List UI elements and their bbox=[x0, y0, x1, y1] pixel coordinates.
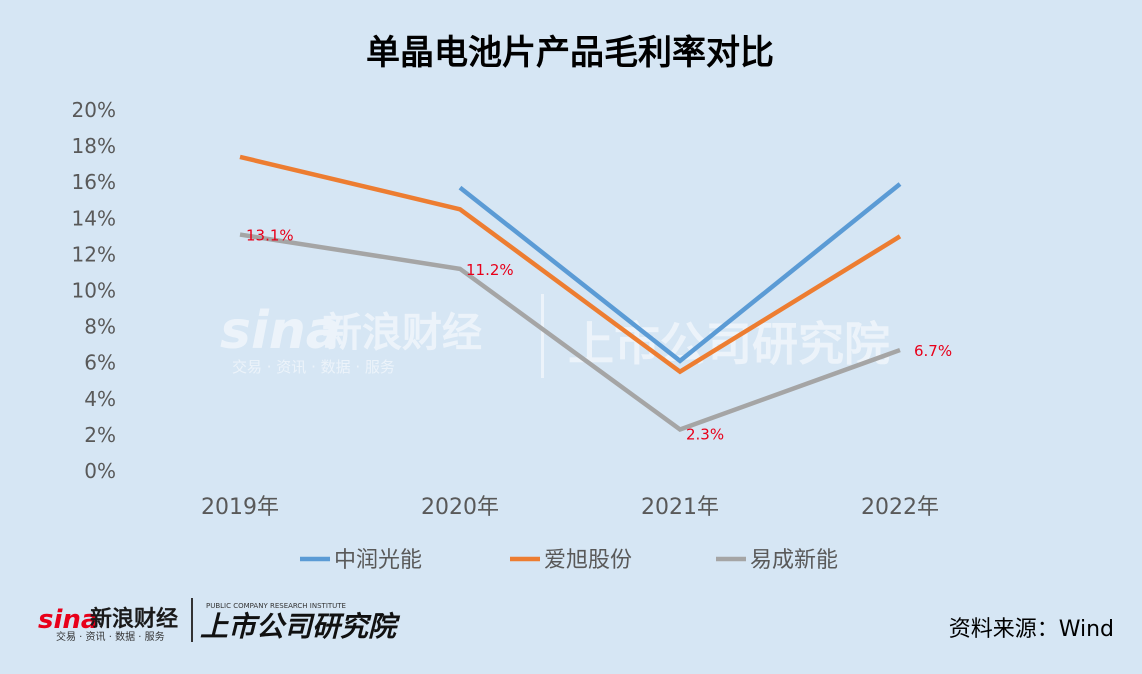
y-tick-label: 18% bbox=[72, 134, 116, 158]
y-tick-label: 10% bbox=[72, 279, 116, 303]
x-tick-label: 2020年 bbox=[421, 495, 499, 520]
footer-tagline: 交易 · 资讯 · 数据 · 服务 bbox=[56, 630, 165, 643]
series-line-2 bbox=[239, 154, 902, 375]
x-tick-label: 2021年 bbox=[641, 495, 719, 520]
y-tick-label: 8% bbox=[84, 315, 116, 339]
footer-institute: 上市公司研究院 bbox=[200, 610, 401, 643]
legend-label-3: 易成新能 bbox=[750, 548, 838, 573]
source-text: 资料来源：Wind bbox=[949, 617, 1114, 642]
data-label: 11.2% bbox=[466, 261, 514, 279]
series-lines bbox=[239, 154, 902, 433]
y-tick-label: 0% bbox=[84, 459, 116, 483]
watermark-center: sina 新浪财经 交易 · 资讯 · 数据 · 服务 上市公司研究院 bbox=[220, 294, 890, 378]
chart-title: 单晶电池片产品毛利率对比 bbox=[366, 33, 774, 73]
y-tick-label: 12% bbox=[72, 242, 116, 266]
watermark-tagline: 交易 · 资讯 · 数据 · 服务 bbox=[232, 358, 395, 376]
y-tick-label: 20% bbox=[72, 98, 116, 122]
watermark-divider bbox=[541, 294, 544, 378]
legend-label-1: 中润光能 bbox=[334, 548, 422, 573]
series-line-1 bbox=[458, 182, 902, 364]
watermark-brand: 新浪财经 bbox=[322, 310, 482, 356]
y-axis: 0% 2% 4% 6% 8% 10% 12% 14% 16% 18% 20% bbox=[72, 98, 116, 483]
y-tick-label: 6% bbox=[84, 351, 116, 375]
series-line-3 bbox=[239, 232, 901, 433]
footer-institute-en: PUBLIC COMPANY RESEARCH INSTITUTE bbox=[206, 602, 346, 610]
data-label: 2.3% bbox=[686, 425, 724, 443]
footer-logo: sina 新浪财经 交易 · 资讯 · 数据 · 服务 PUBLIC COMPA… bbox=[38, 598, 401, 643]
footer-divider bbox=[191, 598, 193, 642]
x-tick-label: 2019年 bbox=[201, 495, 279, 520]
y-tick-label: 2% bbox=[84, 423, 116, 447]
footer-sina-logo: sina bbox=[38, 605, 98, 635]
legend-label-2: 爱旭股份 bbox=[544, 548, 632, 573]
y-tick-label: 16% bbox=[72, 170, 116, 194]
data-label: 13.1% bbox=[246, 227, 294, 245]
watermark-sina-logo: sina bbox=[220, 301, 341, 361]
data-label: 6.7% bbox=[914, 342, 952, 360]
data-labels: 13.1% 11.2% 2.3% 6.7% bbox=[246, 227, 952, 444]
legend: 中润光能 爱旭股份 易成新能 bbox=[300, 548, 838, 573]
footer-brand: 新浪财经 bbox=[90, 606, 178, 632]
x-axis: 2019年 2020年 2021年 2022年 bbox=[201, 495, 939, 520]
x-tick-label: 2022年 bbox=[861, 495, 939, 520]
y-tick-label: 4% bbox=[84, 387, 116, 411]
y-tick-label: 14% bbox=[72, 206, 116, 230]
